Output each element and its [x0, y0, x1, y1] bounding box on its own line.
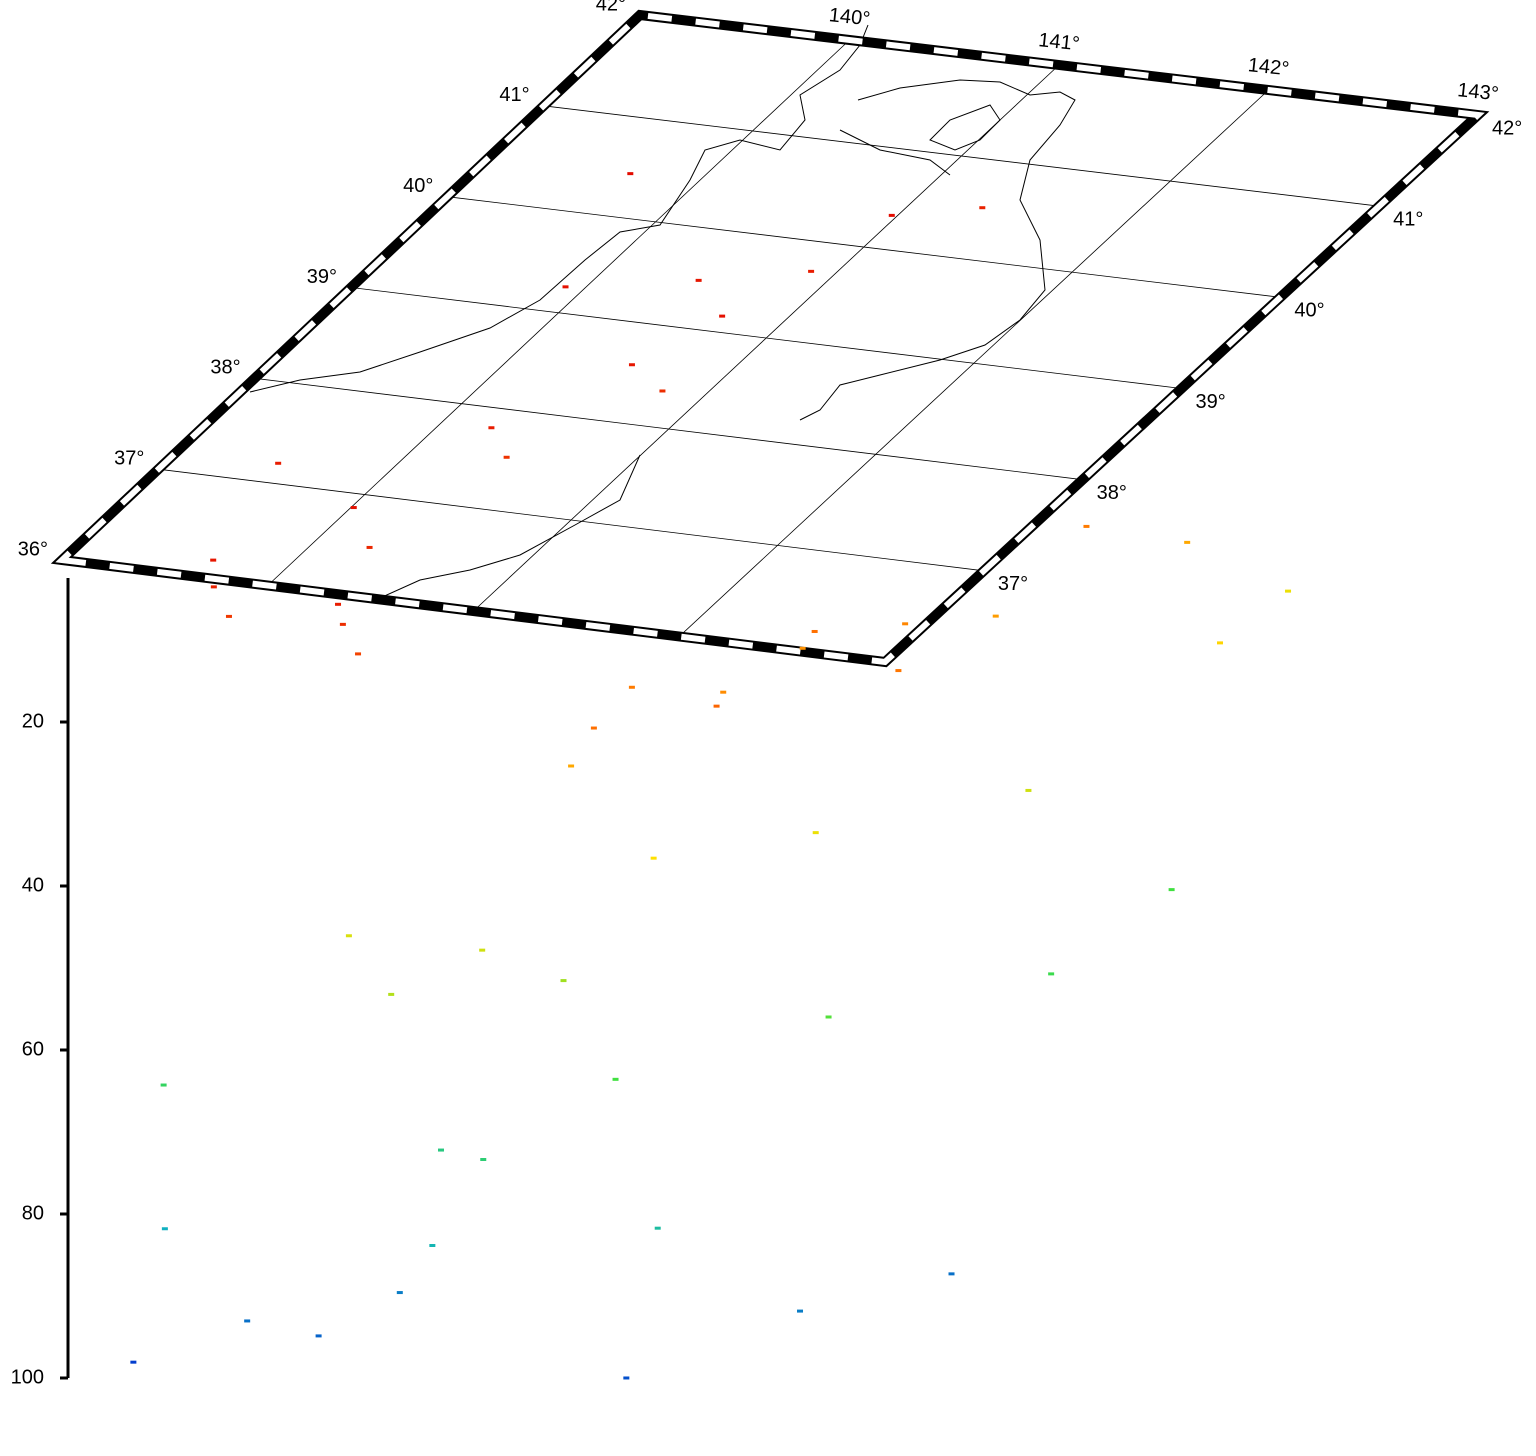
- event: [797, 1309, 804, 1313]
- event: [1048, 972, 1055, 976]
- event: [210, 585, 217, 589]
- lat-label: 37°: [998, 573, 1028, 595]
- event: [948, 1272, 955, 1276]
- event: [315, 1334, 322, 1338]
- coastline-east: [799, 79, 1076, 421]
- depth-label: 20: [22, 710, 44, 732]
- event: [627, 172, 634, 176]
- event: [713, 704, 720, 708]
- event: [902, 622, 909, 626]
- lat-label: 39°: [1196, 391, 1226, 413]
- event: [720, 690, 727, 694]
- event: [350, 506, 357, 510]
- lon-label: 143°: [1456, 79, 1499, 105]
- event: [799, 646, 806, 650]
- event: [628, 685, 635, 689]
- event: [1285, 589, 1292, 593]
- lat-label: 37°: [114, 447, 144, 469]
- depth-label: 40: [22, 874, 44, 896]
- depth-label: 80: [22, 1202, 44, 1224]
- event: [339, 622, 346, 626]
- lon-label: 141°: [1037, 29, 1080, 55]
- event: [160, 1083, 167, 1087]
- event: [1025, 788, 1032, 792]
- lon-label: 139°: [618, 0, 661, 5]
- lat-label: 40°: [403, 175, 433, 197]
- lat-label: 38°: [1097, 482, 1127, 504]
- lat-label: 36°: [18, 538, 48, 560]
- lon-label: 140°: [828, 4, 871, 30]
- event: [1168, 888, 1175, 892]
- event: [808, 269, 815, 273]
- event: [335, 602, 342, 606]
- event: [130, 1360, 137, 1364]
- event: [366, 545, 373, 549]
- grid-line: [254, 377, 1083, 481]
- event: [161, 1227, 168, 1231]
- event: [612, 1077, 619, 1081]
- event: [210, 558, 217, 562]
- event: [480, 1158, 487, 1161]
- event: [388, 992, 395, 996]
- event: [488, 426, 495, 430]
- event: [811, 629, 818, 633]
- event: [1184, 540, 1191, 544]
- coastline: [249, 24, 1076, 599]
- event: [654, 1226, 661, 1230]
- event: [719, 314, 726, 318]
- event: [345, 934, 352, 938]
- event: [812, 831, 819, 835]
- coastline-south: [379, 454, 641, 599]
- event: [560, 979, 567, 983]
- lat-label: 38°: [210, 357, 240, 379]
- event: [396, 1291, 403, 1295]
- map-frame-checker: [55, 11, 1485, 666]
- event: [479, 948, 486, 952]
- lat-label: 41°: [499, 84, 529, 106]
- event: [623, 1376, 630, 1380]
- depth-label: 60: [22, 1038, 44, 1060]
- event: [992, 614, 999, 618]
- lon-label: 142°: [1247, 54, 1290, 80]
- grid-line: [158, 468, 984, 572]
- lat-label: 42°: [1492, 117, 1522, 139]
- event: [437, 1148, 444, 1152]
- event: [225, 614, 232, 618]
- event: [562, 285, 569, 289]
- coastline-strait: [839, 129, 951, 176]
- events: [130, 172, 1292, 1380]
- depth-label: 100: [11, 1366, 44, 1388]
- grid-line: [350, 287, 1182, 389]
- event: [888, 213, 895, 217]
- grid-line: [543, 105, 1380, 207]
- event: [503, 455, 510, 459]
- event: [275, 461, 282, 465]
- event: [650, 856, 657, 860]
- coastline-bay: [929, 104, 1001, 151]
- event: [1083, 524, 1090, 528]
- event: [895, 669, 902, 673]
- grid-line: [447, 196, 1281, 298]
- lat-label: 39°: [307, 266, 337, 288]
- event: [979, 206, 986, 210]
- event: [1217, 641, 1223, 645]
- coastline-west: [249, 24, 869, 393]
- event: [628, 363, 635, 367]
- event: [590, 726, 597, 730]
- event: [825, 1015, 832, 1019]
- lat-label: 41°: [1393, 208, 1423, 230]
- event: [659, 389, 666, 393]
- lat-label: 40°: [1294, 300, 1324, 322]
- event: [695, 278, 702, 282]
- event: [355, 652, 362, 656]
- event: [568, 764, 575, 768]
- event: [429, 1244, 436, 1247]
- lat-label: 42°: [596, 0, 626, 15]
- event: [244, 1319, 251, 1323]
